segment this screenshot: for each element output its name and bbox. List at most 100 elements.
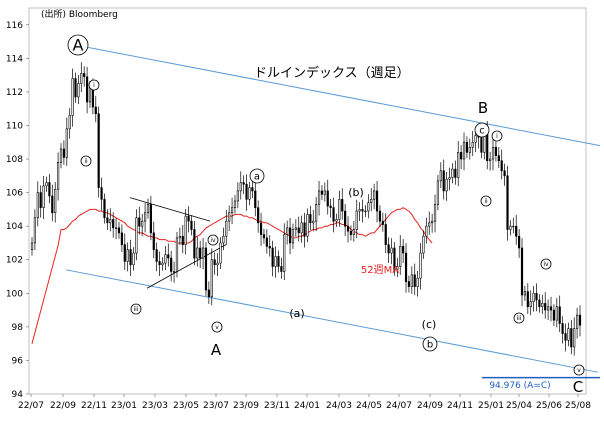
candle: [57, 152, 60, 201]
candle-body-up: [489, 158, 492, 162]
candle-body-down: [494, 146, 498, 156]
candle: [338, 190, 341, 227]
candle: [445, 171, 448, 201]
candle: [141, 213, 144, 237]
channel-lower-line: [65, 269, 599, 373]
candle: [233, 195, 237, 214]
candle: [390, 238, 393, 265]
candle-body-up: [315, 204, 318, 222]
candle: [33, 209, 36, 251]
candle: [454, 160, 457, 185]
candle-body-up: [248, 187, 251, 200]
candle: [448, 167, 451, 191]
candle-body-down: [526, 291, 529, 308]
wave-c-circled-text: c: [479, 126, 485, 137]
candle: [228, 205, 231, 232]
candle: [114, 217, 118, 240]
candle: [36, 181, 39, 227]
x-tick-label: 25/01: [478, 401, 504, 411]
candle-body-up: [114, 227, 118, 229]
candle-body-up: [236, 190, 239, 202]
candle: [465, 136, 469, 159]
candle: [471, 131, 474, 156]
candle-body-up: [399, 246, 402, 267]
y-tick-label: 106: [6, 189, 23, 199]
candle-body-down: [213, 259, 216, 266]
candle-body-down: [120, 232, 123, 245]
candle: [578, 305, 582, 337]
candle: [309, 205, 312, 231]
candle-body-up: [65, 128, 68, 158]
candle: [558, 295, 561, 333]
candle-body-up: [457, 152, 460, 178]
candle: [210, 248, 213, 306]
candle-body-down: [454, 168, 457, 178]
candle-body-up: [294, 227, 297, 230]
roman-wave-marker-text: v: [215, 324, 219, 331]
x-tick-label: 22/09: [50, 401, 76, 411]
candle: [300, 215, 303, 243]
candle-body-down: [332, 207, 335, 222]
candle-body-up: [274, 256, 277, 267]
triangle-lower-line: [146, 244, 227, 289]
candle-body-up: [300, 222, 303, 234]
candle: [149, 195, 152, 241]
roman-wave-marker: ii: [480, 195, 492, 207]
candle-body-up: [42, 185, 45, 209]
roman-wave-marker-text: iv: [543, 261, 549, 268]
wave-A-label: A: [211, 341, 222, 359]
wave-a-circled: a: [249, 168, 265, 184]
candle-body-up: [291, 229, 295, 244]
candle-body-down: [280, 266, 283, 272]
candle-body-up: [216, 262, 219, 266]
candle-body-down: [538, 299, 541, 308]
candle-body-down: [74, 78, 77, 98]
candle: [468, 138, 471, 160]
candle-body-up: [370, 199, 373, 203]
candle-body-down: [129, 249, 132, 266]
candle: [535, 283, 538, 312]
roman-wave-marker-ring: [573, 364, 585, 376]
candle-body-up: [445, 178, 448, 192]
candle-body-down: [242, 182, 245, 185]
candle-body-up: [335, 219, 338, 222]
candle: [402, 239, 405, 263]
candle-body-up: [225, 220, 228, 237]
candle-body-up: [283, 234, 286, 272]
candle-body-down: [500, 160, 503, 172]
candle: [523, 285, 527, 301]
candle-body-down: [117, 227, 121, 234]
candle-body-up: [219, 242, 222, 264]
candle: [216, 253, 219, 277]
candle-body-down: [170, 257, 173, 272]
candle: [541, 294, 544, 314]
candle-body-up: [509, 225, 512, 230]
candle-body-down: [518, 235, 521, 249]
candle: [576, 307, 579, 339]
roman-wave-marker-text: iii: [516, 315, 521, 322]
candle-body-down: [503, 170, 506, 177]
candle: [500, 149, 503, 180]
candle-body-down: [251, 187, 254, 192]
candle: [199, 240, 202, 268]
plot-frame: [28, 7, 587, 395]
y-tick-label: 98: [12, 323, 24, 333]
candle: [422, 230, 425, 259]
candle: [555, 298, 558, 328]
candle: [48, 173, 51, 204]
candle-body-up: [306, 214, 309, 237]
candle: [364, 205, 367, 217]
candle-body-down: [558, 306, 561, 324]
candle: [315, 197, 318, 232]
candle: [271, 240, 274, 277]
candle: [361, 199, 364, 223]
candle-body-down: [506, 175, 509, 230]
candle: [126, 242, 129, 272]
roman-wave-marker-ring: [540, 258, 552, 270]
candle: [65, 117, 68, 166]
candle-body-down: [112, 219, 115, 229]
candle-body-down: [341, 199, 344, 212]
candle: [375, 181, 379, 223]
candle: [245, 174, 248, 211]
